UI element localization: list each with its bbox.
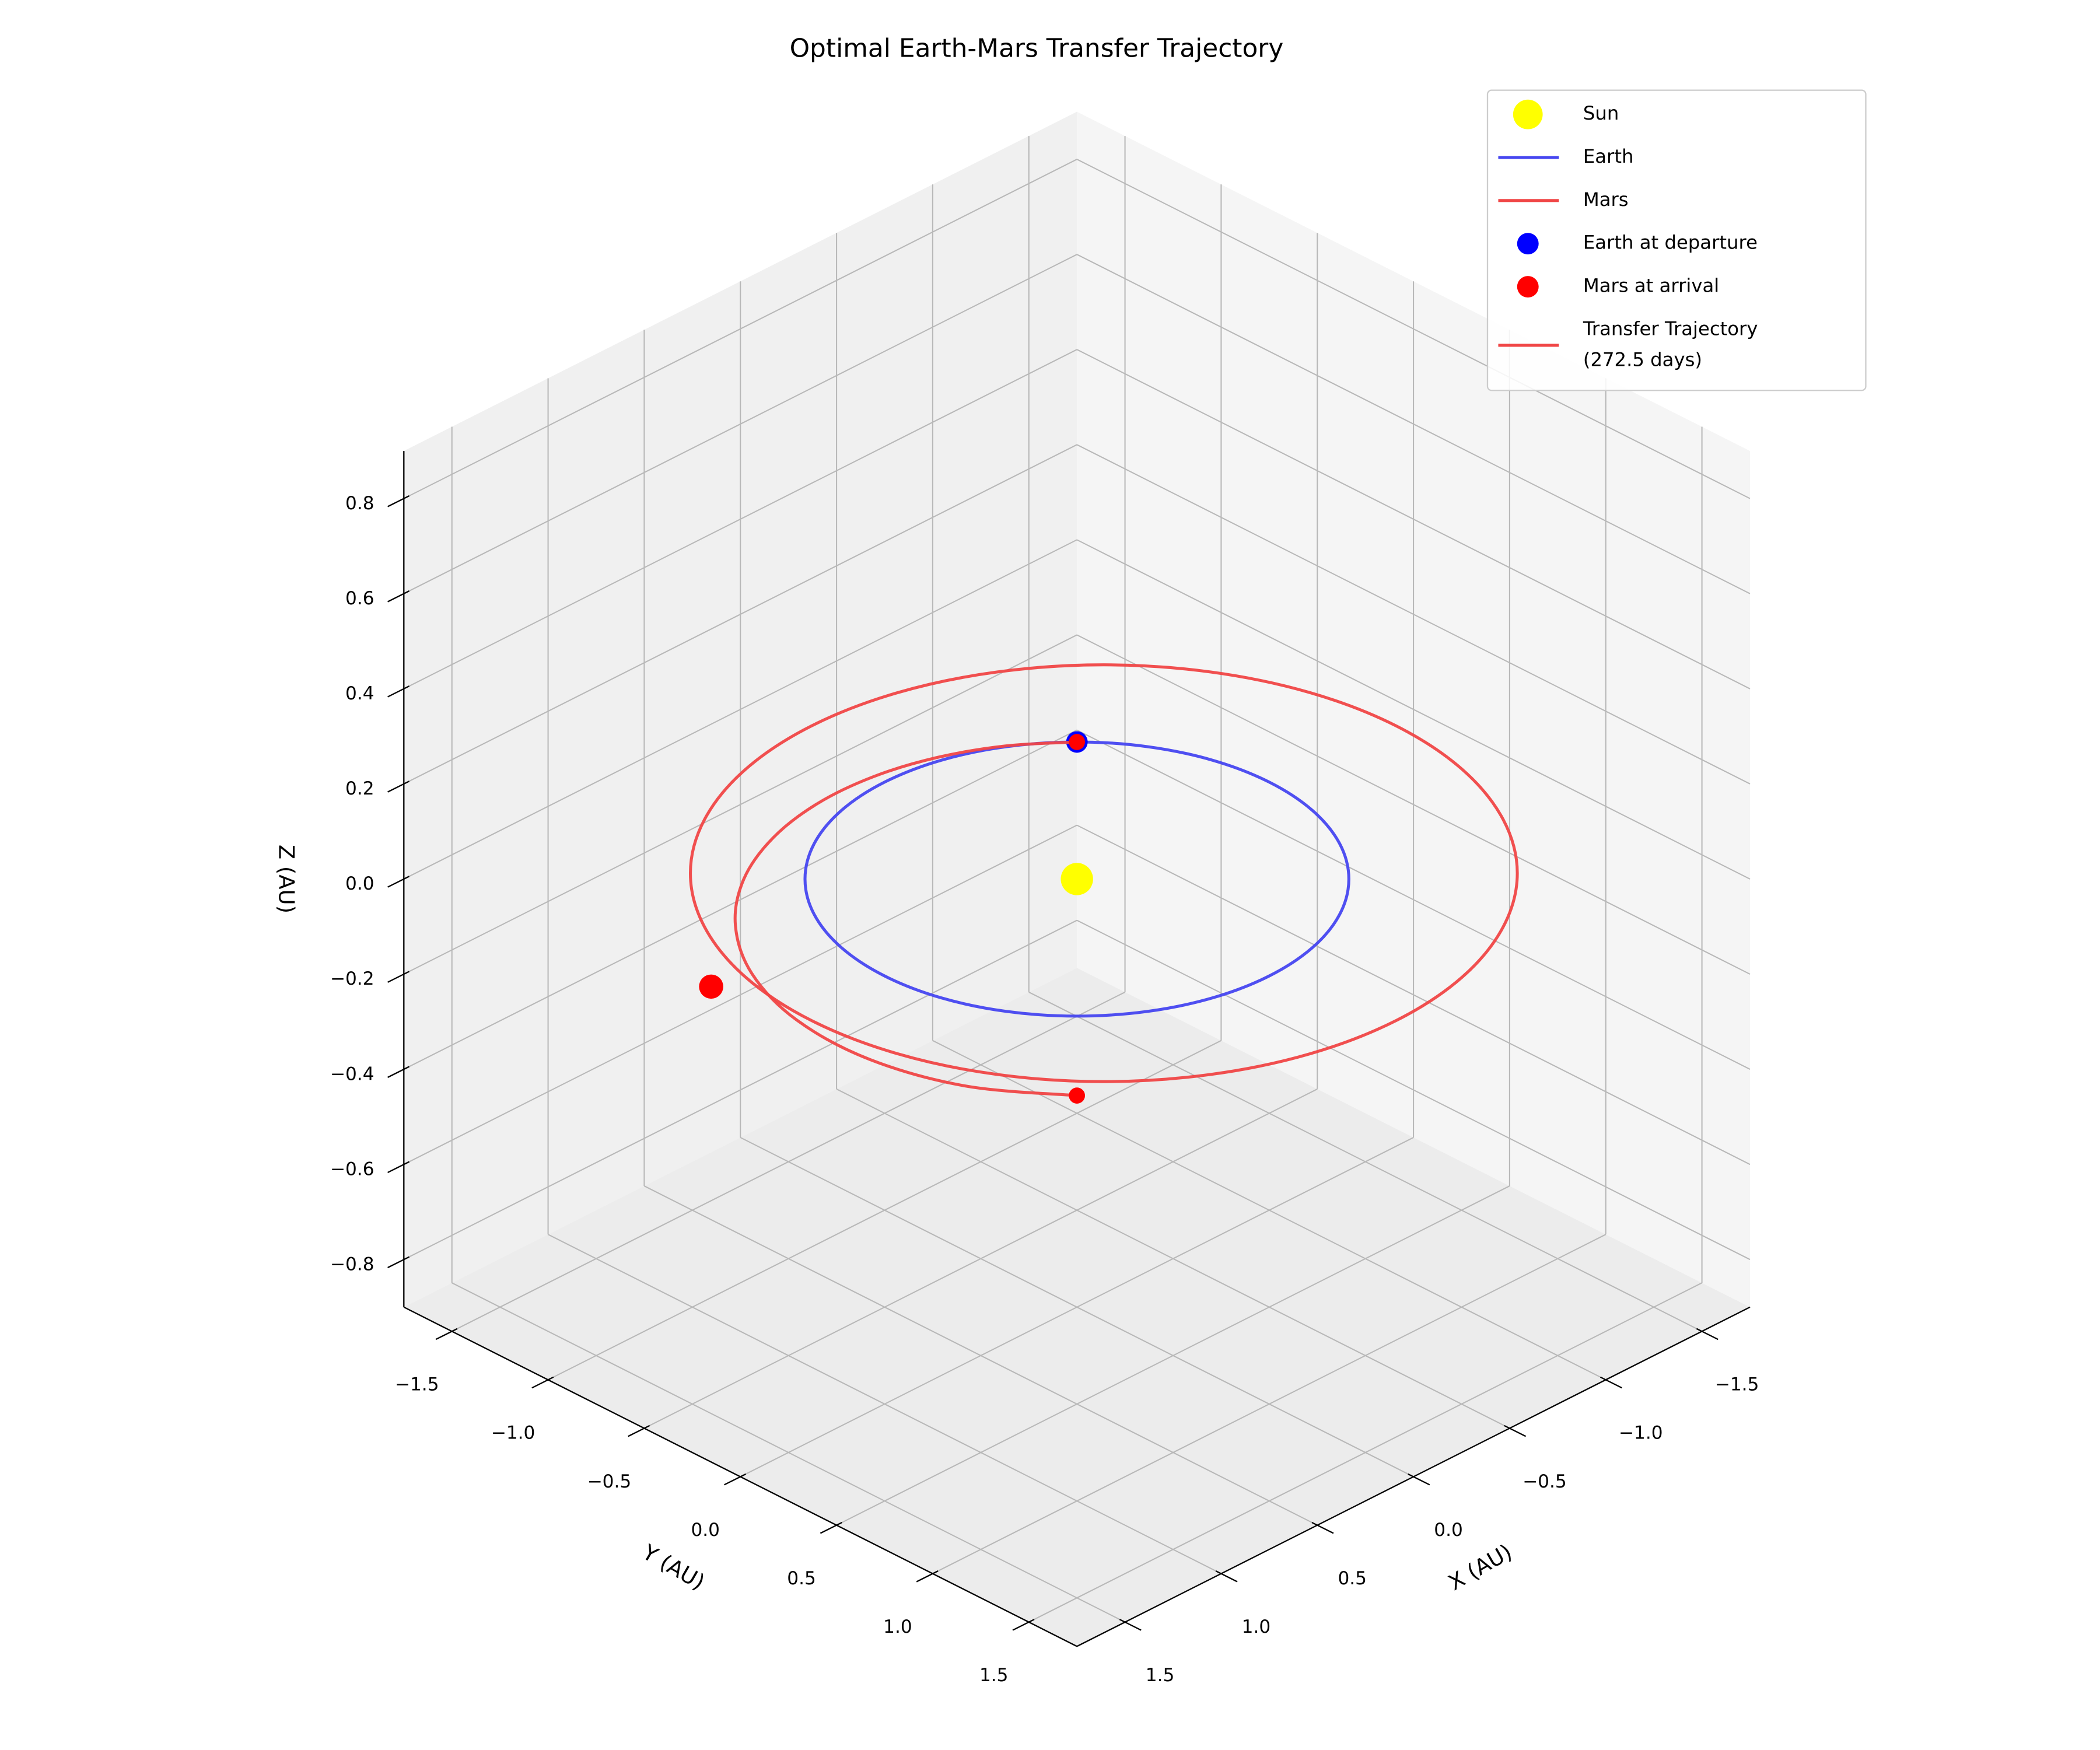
grid-line	[403, 349, 1077, 690]
z-tick-label: 0.6	[345, 588, 374, 609]
grid-line	[836, 1185, 1510, 1526]
z-tick	[387, 780, 410, 793]
grid-line	[1076, 634, 1751, 975]
grid-line	[1076, 159, 1751, 499]
z-tick	[387, 1066, 410, 1078]
y-tick-label: 0.0	[691, 1520, 720, 1541]
legend-label: Earth	[1583, 145, 1634, 167]
trajectory-endpoint	[1069, 1087, 1085, 1104]
legend-box	[1486, 89, 1867, 391]
x-tick-label: −1.5	[1715, 1374, 1759, 1395]
grid	[403, 136, 1751, 1623]
grid-line	[1076, 919, 1751, 1261]
z-tick-label: 0.2	[345, 778, 374, 799]
z-tick-label: 0.0	[345, 873, 374, 894]
grid-line	[1076, 539, 1751, 880]
x-tick	[1408, 1473, 1430, 1486]
legend-swatch	[1517, 276, 1539, 298]
grid-line	[403, 919, 1077, 1261]
grid-line	[1076, 349, 1751, 690]
grid-line	[1076, 729, 1751, 1070]
grid-line	[403, 159, 1077, 499]
grid-line	[548, 1040, 1222, 1381]
chart-title: Optimal Earth-Mars Transfer Trajectory	[790, 33, 1284, 63]
axes: −1.5 −1.0 −0.5 0.0 0.5 1.0 1.5 −1.5 −1.0 −0.5 0.0 0…	[274, 451, 1759, 1686]
grid-line	[403, 254, 1077, 594]
z-tick	[387, 495, 410, 508]
legend-swatch	[1513, 99, 1543, 130]
grid-line	[403, 634, 1077, 975]
x-tick-label: 1.5	[1146, 1665, 1175, 1686]
legend: Sun Earth Mars Earth at departure Mars at ar…	[1486, 89, 1867, 391]
y-tick	[435, 1328, 458, 1340]
legend-label: Transfer Trajectory (272.5 days)	[1583, 317, 1758, 370]
x-tick	[1119, 1619, 1142, 1631]
z-tick-label: 0.4	[345, 683, 374, 704]
z-tick-label: −0.8	[330, 1254, 374, 1275]
z-tick-label: −0.2	[330, 968, 374, 989]
legend-swatch	[1517, 233, 1539, 255]
scatter-point	[1060, 863, 1093, 895]
z-tick	[387, 590, 410, 603]
x-tick-label: −0.5	[1522, 1471, 1567, 1492]
z-tick	[387, 1161, 410, 1174]
x-tick-label: 0.0	[1434, 1520, 1463, 1541]
legend-label: Sun	[1583, 102, 1619, 124]
orbit-line	[688, 663, 1519, 1083]
legend-label: Earth at departure	[1583, 232, 1758, 254]
y-tick-label: −1.0	[491, 1423, 536, 1444]
scatter-point	[699, 974, 723, 999]
x-tick-label: 0.5	[1338, 1568, 1367, 1589]
z-tick	[387, 876, 410, 888]
x-tick-label: 1.0	[1242, 1616, 1271, 1637]
grid-line	[1076, 254, 1751, 594]
legend-label: Mars	[1583, 188, 1629, 211]
grid-line	[403, 539, 1077, 880]
grid-line	[403, 729, 1077, 1070]
x-tick	[1600, 1376, 1622, 1389]
orbit-line	[733, 740, 1077, 1097]
y-tick-label: −1.5	[395, 1374, 439, 1395]
plot-area	[688, 663, 1519, 1104]
grid-line	[1076, 444, 1751, 785]
x-tick-label: −1.0	[1619, 1423, 1663, 1444]
orbit-line	[803, 740, 1350, 1018]
grid-line	[403, 444, 1077, 785]
y-tick	[724, 1473, 746, 1486]
y-tick-label: 1.0	[883, 1616, 912, 1637]
grid-line	[932, 1234, 1606, 1574]
z-tick-label: 0.8	[345, 493, 374, 514]
z-tick-label: −0.4	[330, 1063, 374, 1084]
y-tick	[1012, 1619, 1035, 1631]
grid-line	[452, 991, 1126, 1332]
x-tick	[1504, 1424, 1527, 1437]
z-tick	[387, 685, 410, 698]
legend-label: Mars at arrival	[1583, 275, 1719, 297]
y-tick	[628, 1424, 650, 1437]
grid-line	[1028, 1282, 1703, 1623]
z-tick	[387, 971, 410, 983]
trajectory-endpoint	[1069, 734, 1085, 750]
z-tick-label: −0.6	[330, 1158, 374, 1180]
y-tick-label: 1.5	[979, 1665, 1009, 1686]
grid-line	[740, 1137, 1414, 1478]
z-tick	[387, 1256, 410, 1269]
y-tick-label: 0.5	[787, 1568, 816, 1589]
y-tick	[531, 1376, 554, 1389]
grid-line	[403, 824, 1077, 1166]
y-tick	[916, 1570, 939, 1583]
z-axis-label: Z (AU)	[274, 845, 299, 914]
x-tick	[1696, 1328, 1718, 1340]
y-tick	[820, 1521, 842, 1534]
x-tick	[1311, 1521, 1334, 1534]
grid-line	[1076, 824, 1751, 1166]
y-tick-label: −0.5	[587, 1471, 632, 1492]
x-tick	[1215, 1570, 1238, 1583]
grid-line	[643, 1088, 1318, 1429]
